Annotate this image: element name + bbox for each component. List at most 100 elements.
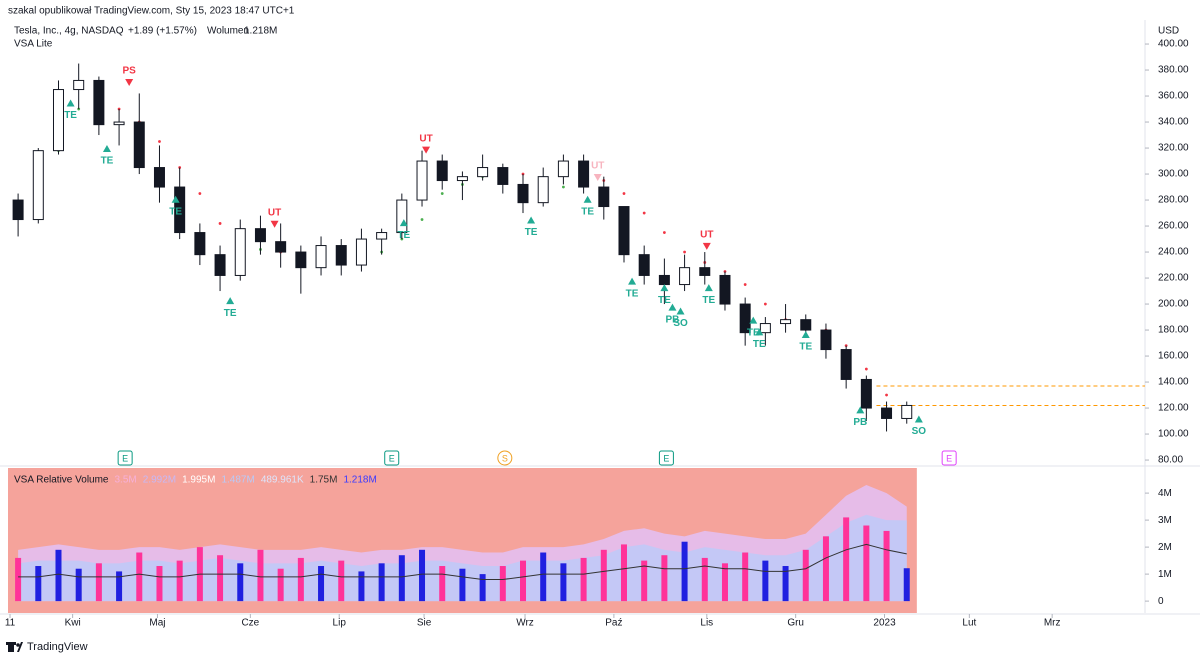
x-tick-label: Gru	[787, 618, 804, 629]
candle-body	[840, 349, 852, 380]
y-tick-label: 80.00	[1158, 455, 1183, 466]
trail-dot	[440, 192, 444, 195]
signal-arrow	[702, 242, 711, 250]
y-tick-label: 240.00	[1158, 247, 1189, 258]
volume-bar	[580, 557, 587, 602]
change: +1.89 (+1.57%)	[128, 26, 197, 37]
trail-dot	[420, 218, 424, 221]
trail-dot	[864, 367, 868, 371]
candle-body	[214, 254, 226, 276]
candle-body	[759, 323, 771, 334]
candle-body	[315, 245, 327, 269]
x-tick-label: Maj	[149, 618, 165, 629]
volume-bar	[75, 568, 82, 602]
candle-body	[436, 160, 448, 182]
candle-body	[416, 160, 428, 201]
volume-bar	[398, 555, 405, 602]
volume-bar	[257, 549, 264, 602]
candle-body	[376, 232, 388, 240]
signal-label: TE	[525, 227, 538, 238]
volume-bar	[843, 517, 850, 602]
y-tick-label: 400.00	[1158, 39, 1189, 50]
indicator: VSA Lite	[14, 39, 53, 50]
x-tick-label: Lis	[700, 618, 713, 629]
event-marker	[658, 450, 674, 466]
y-tick-label: 4M	[1158, 488, 1172, 499]
candle-body	[32, 150, 44, 221]
signal-arrow	[676, 307, 685, 315]
volume-bar	[237, 563, 244, 602]
trail-dot	[622, 192, 626, 195]
y-tick-label: 260.00	[1158, 221, 1189, 232]
y-tick-label: 160.00	[1158, 351, 1189, 362]
signal-label: PB	[666, 314, 680, 325]
signal-arrow	[755, 328, 764, 336]
trail-dot	[683, 250, 686, 254]
signal-label: UT	[700, 229, 713, 240]
signal-arrow	[856, 406, 865, 414]
x-tick-label: Lut	[962, 618, 976, 629]
signal-label: TE	[101, 156, 114, 167]
candle-body	[12, 199, 24, 221]
trail-dot	[158, 140, 161, 143]
event-label: E	[946, 453, 952, 463]
volume-bar	[217, 555, 224, 602]
candle-body	[860, 378, 872, 409]
pane-title: VSA Relative Volume	[14, 475, 109, 486]
candle-body	[537, 176, 549, 204]
y-tick-label: 300.00	[1158, 169, 1189, 180]
candle-body	[780, 319, 792, 325]
volume-bar	[802, 549, 809, 602]
volume-bar	[883, 530, 890, 602]
candle-body	[73, 79, 85, 91]
signal-arrow	[583, 195, 592, 203]
currency: USD	[1158, 26, 1179, 37]
y-tick-label: 320.00	[1158, 143, 1189, 154]
x-tick-label: 2023	[873, 618, 896, 629]
candle-body	[52, 89, 64, 152]
plot-layer: 400.00 380.00 360.00 340.00 320.00 300.00 280.…	[5, 39, 1189, 629]
candle-body	[335, 245, 347, 266]
y-tick-label: 3M	[1158, 515, 1172, 526]
volume-bar	[277, 568, 284, 602]
volume-bar	[318, 566, 325, 602]
volume-bar	[742, 552, 749, 602]
signal-arrow	[668, 303, 677, 311]
signal-arrow	[801, 330, 810, 338]
event-marker	[117, 450, 133, 466]
trail-dot	[400, 237, 404, 241]
trail-dot	[743, 283, 747, 286]
candle-body	[194, 232, 206, 256]
trail-dot	[218, 222, 222, 225]
signal-label: UT	[268, 207, 281, 218]
signal-arrow	[660, 284, 669, 292]
signal-arrow	[102, 145, 111, 153]
y-tick-label: 1M	[1158, 569, 1172, 580]
candle-body	[658, 274, 670, 286]
signal-arrow	[125, 79, 134, 87]
x-tick-label: Paź	[605, 618, 622, 629]
legend-value: 489.961K	[261, 475, 304, 486]
candle-body	[153, 167, 165, 188]
y-tick-label: 220.00	[1158, 273, 1189, 284]
signal-label: TE	[581, 206, 594, 217]
event-marker	[941, 450, 957, 466]
volume-bar	[358, 571, 365, 602]
volume-bar	[782, 566, 789, 602]
volume-bar	[35, 566, 42, 602]
volume-bar	[15, 557, 22, 602]
signal-arrow	[628, 277, 637, 285]
signal-label: TE	[626, 288, 639, 299]
volume-bar	[600, 549, 607, 602]
volume-bar	[338, 560, 345, 602]
signal-label: UT	[419, 133, 432, 144]
candle-body	[820, 329, 832, 351]
candle-body	[679, 267, 691, 286]
signal-arrow	[422, 146, 431, 154]
x-tick-label: Kwi	[65, 618, 81, 629]
volume-bar	[156, 566, 163, 602]
y-tick-label: 2M	[1158, 542, 1172, 553]
volume-bar	[419, 549, 426, 602]
